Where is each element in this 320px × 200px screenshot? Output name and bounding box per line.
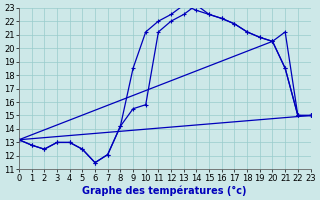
X-axis label: Graphe des températures (°c): Graphe des températures (°c) xyxy=(83,185,247,196)
